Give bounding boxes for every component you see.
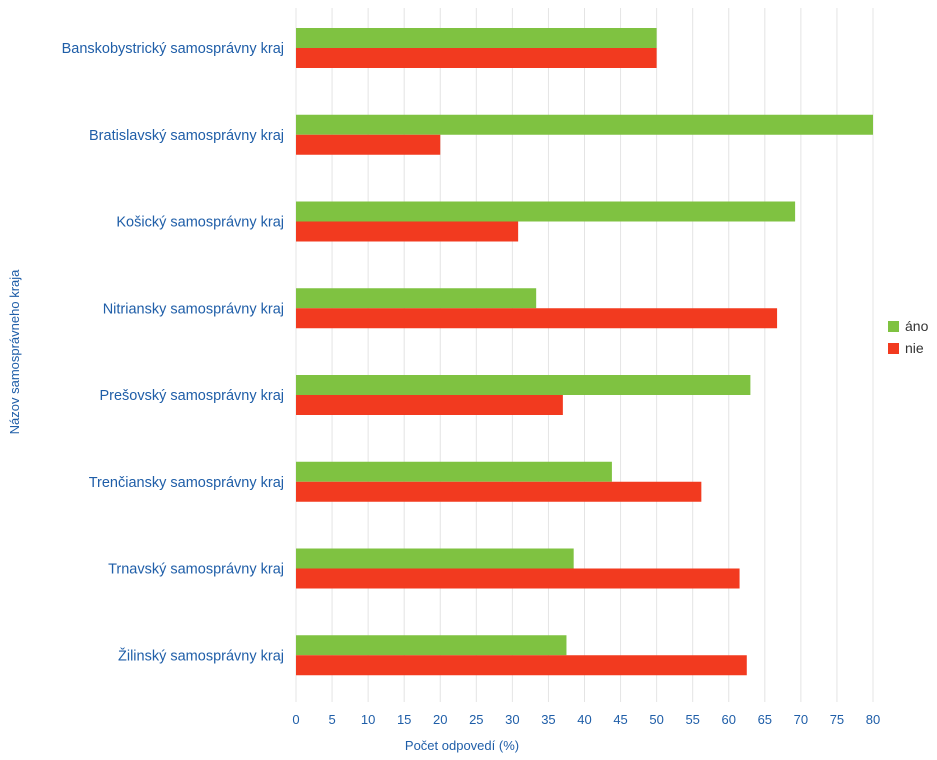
bar-nie bbox=[296, 308, 778, 329]
x-tick-label: 15 bbox=[397, 712, 411, 727]
legend-label: áno bbox=[905, 318, 929, 334]
bar-ano bbox=[296, 635, 567, 656]
x-tick-label: 25 bbox=[469, 712, 483, 727]
bar-nie bbox=[296, 655, 747, 676]
bar-nie bbox=[296, 48, 657, 68]
legend-label: nie bbox=[905, 340, 924, 356]
bar-ano bbox=[296, 548, 574, 569]
category-label: Žilinský samosprávny kraj bbox=[118, 647, 284, 664]
x-tick-label: 35 bbox=[541, 712, 555, 727]
category-label: Trnavský samosprávny kraj bbox=[108, 562, 284, 578]
bars bbox=[296, 28, 873, 676]
bar-nie bbox=[296, 395, 563, 415]
x-tick-label: 20 bbox=[433, 712, 447, 727]
x-tick-label: 10 bbox=[361, 712, 375, 727]
bar-ano bbox=[296, 288, 537, 309]
bar-ano bbox=[296, 28, 657, 48]
legend-swatch bbox=[888, 343, 899, 354]
x-tick-label: 30 bbox=[505, 712, 519, 727]
category-label: Trenčiansky samosprávny kraj bbox=[89, 475, 284, 491]
bar-nie bbox=[296, 134, 441, 155]
bar-ano bbox=[296, 201, 796, 222]
x-tick-labels: 0 5 10 15 20 25 30 35 40 45 50 55 60 65 70 75 80 bbox=[292, 712, 880, 727]
x-tick-label: 5 bbox=[328, 712, 335, 727]
category-label: Bratislavský samosprávny kraj bbox=[89, 128, 284, 144]
category-label: Banskobystrický samosprávny kraj bbox=[62, 41, 284, 57]
bar-nie bbox=[296, 568, 740, 589]
bar-ano bbox=[296, 461, 612, 482]
category-labels: Banskobystrický samosprávny kraj Bratisla… bbox=[62, 41, 284, 664]
x-tick-label: 50 bbox=[649, 712, 663, 727]
x-tick-label: 70 bbox=[794, 712, 808, 727]
legend-swatch bbox=[888, 321, 899, 332]
legend: áno nie bbox=[888, 318, 929, 356]
x-axis-label: Počet odpovedí (%) bbox=[405, 738, 519, 753]
x-tick-label: 65 bbox=[758, 712, 772, 727]
bar-ano bbox=[296, 114, 873, 135]
x-tick-label: 60 bbox=[722, 712, 736, 727]
bar-nie bbox=[296, 481, 702, 502]
category-label: Prešovský samosprávny kraj bbox=[99, 388, 284, 404]
x-tick-label: 55 bbox=[685, 712, 699, 727]
grid-lines bbox=[295, 8, 874, 702]
category-label: Nitriansky samosprávny kraj bbox=[103, 301, 284, 317]
x-tick-label: 40 bbox=[577, 712, 591, 727]
y-axis-label: Názov samosprávneho kraja bbox=[7, 269, 22, 435]
bar-nie bbox=[296, 221, 519, 242]
category-label: Košický samosprávny kraj bbox=[116, 215, 284, 231]
x-tick-label: 80 bbox=[866, 712, 880, 727]
x-tick-label: 45 bbox=[613, 712, 627, 727]
x-tick-label: 0 bbox=[292, 712, 299, 727]
x-tick-label: 75 bbox=[830, 712, 844, 727]
bar-ano bbox=[296, 375, 751, 395]
